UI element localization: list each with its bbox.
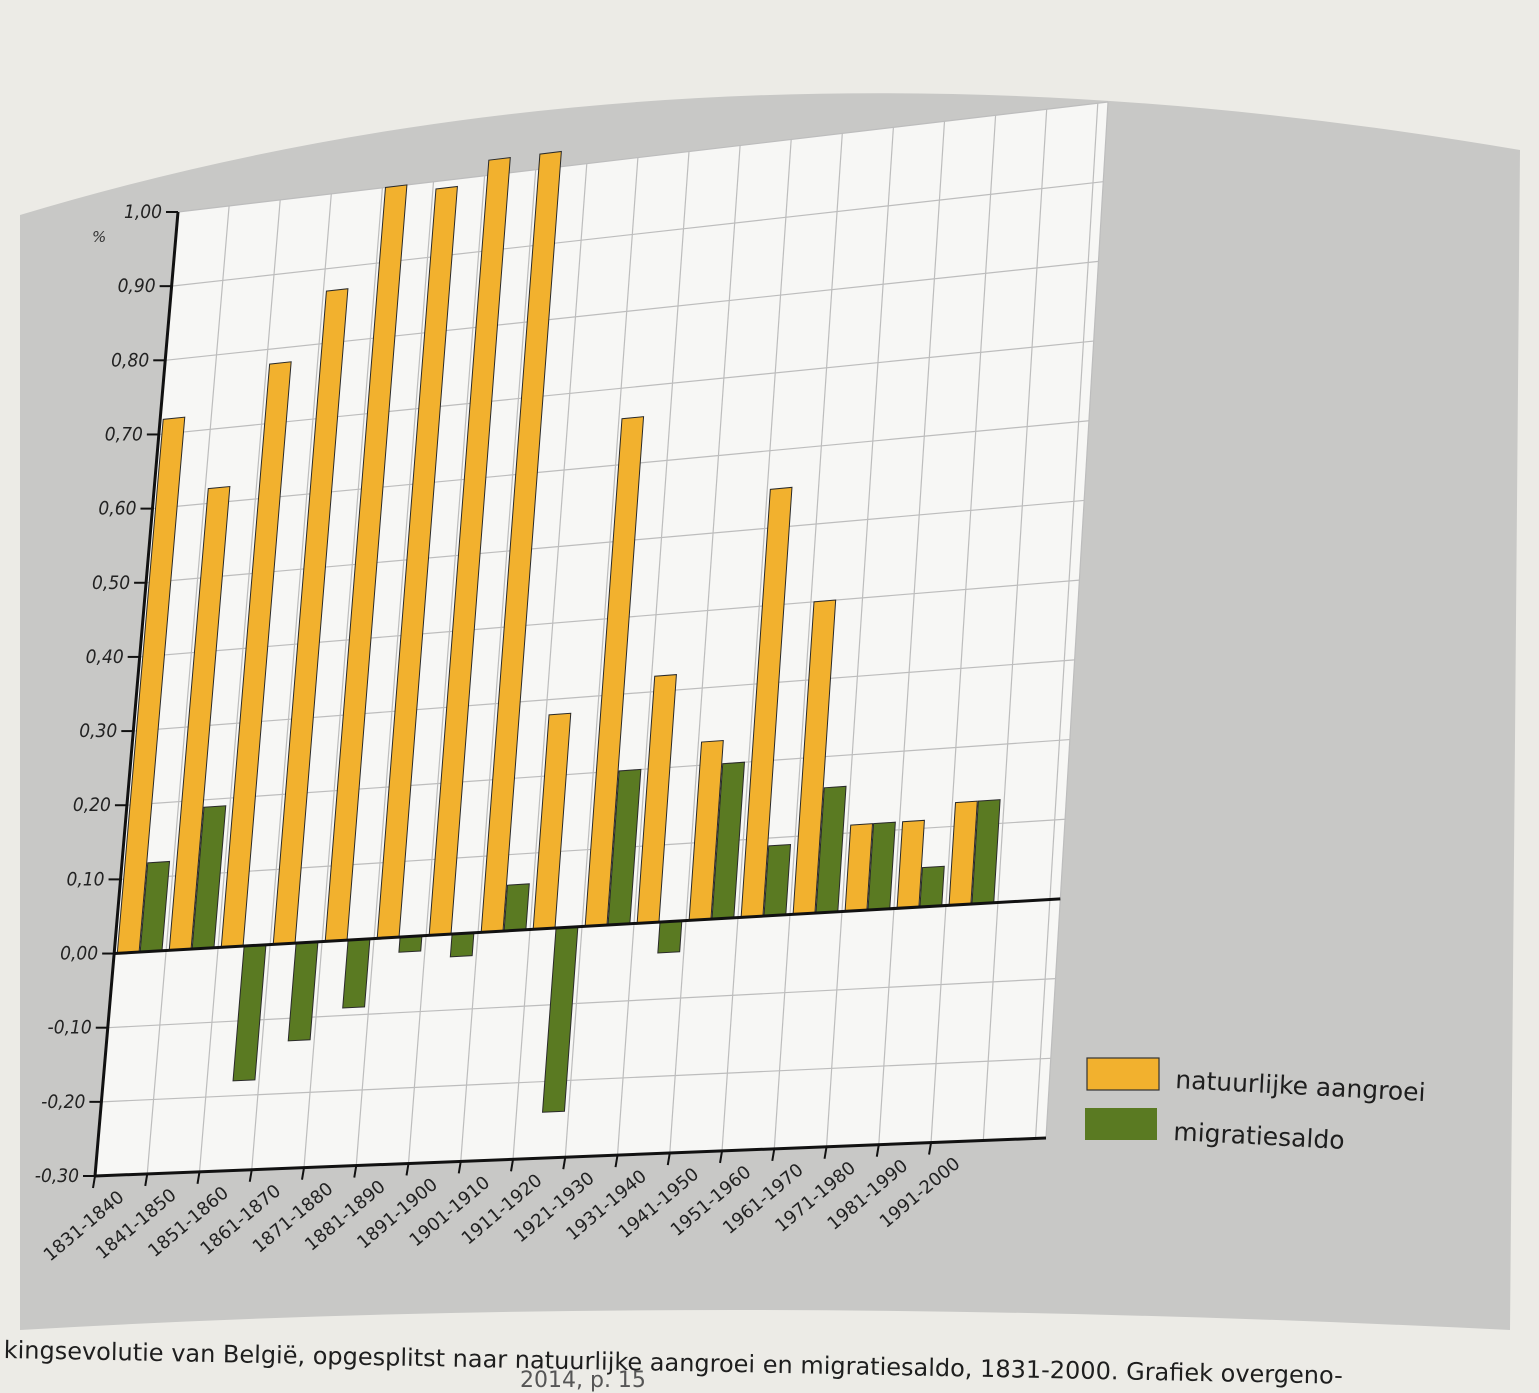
x-tick bbox=[353, 1165, 358, 1178]
h-gridline bbox=[101, 1057, 1051, 1103]
h-gridline bbox=[165, 260, 1099, 361]
v-gridline bbox=[407, 175, 486, 1164]
h-gridline bbox=[177, 101, 1109, 213]
y-tick-label: 0,50 bbox=[92, 572, 130, 594]
v-gridline bbox=[198, 199, 281, 1172]
v-gridline bbox=[303, 187, 383, 1168]
x-tick bbox=[771, 1148, 776, 1162]
x-tick bbox=[144, 1173, 149, 1187]
y-tick-label: -0,30 bbox=[35, 1165, 79, 1187]
v-gridline bbox=[146, 205, 230, 1174]
legend-swatch-migratiesaldo bbox=[1085, 1108, 1157, 1140]
h-gridline bbox=[107, 978, 1056, 1029]
y-tick-label: -0,20 bbox=[41, 1091, 85, 1113]
x-tick bbox=[405, 1163, 410, 1176]
v-gridline bbox=[669, 145, 741, 1154]
x-tick bbox=[719, 1150, 724, 1164]
v-gridline bbox=[355, 181, 435, 1166]
x-tick bbox=[510, 1159, 515, 1172]
x-tick bbox=[248, 1169, 253, 1182]
v-gridline bbox=[721, 139, 792, 1151]
x-tick bbox=[562, 1157, 567, 1170]
v-gridline bbox=[930, 115, 997, 1143]
axes bbox=[93, 211, 1061, 1178]
y-tick-label: 0,90 bbox=[118, 275, 156, 297]
v-gridline bbox=[1034, 103, 1099, 1139]
bar-migratiesaldo-1951-1960 bbox=[763, 843, 792, 917]
v-gridline bbox=[251, 193, 332, 1170]
v-gridline bbox=[982, 109, 1048, 1141]
v-gridline bbox=[825, 127, 894, 1147]
y-unit-label: % bbox=[92, 228, 106, 246]
v-gridline bbox=[1045, 101, 1109, 1139]
v-gridline bbox=[616, 151, 690, 1156]
figure-caption-line2: 2014, p. 15 bbox=[520, 1368, 646, 1393]
bars-group bbox=[116, 150, 1001, 1113]
h-gridline bbox=[158, 340, 1094, 436]
y-tick-label: 0,70 bbox=[105, 423, 143, 445]
y-tick-label: 0,30 bbox=[79, 720, 117, 742]
y-axis bbox=[93, 211, 180, 1177]
v-gridline bbox=[512, 163, 588, 1160]
x-tick bbox=[666, 1152, 671, 1166]
bar-migratiesaldo-1931-1940 bbox=[657, 920, 683, 954]
bar-migratiesaldo-1891-1900 bbox=[449, 932, 475, 958]
y-tick-label: -0,10 bbox=[48, 1017, 92, 1039]
x-tick bbox=[196, 1171, 201, 1184]
x-tick bbox=[823, 1146, 828, 1159]
x-tick bbox=[614, 1154, 619, 1168]
v-gridline bbox=[460, 169, 537, 1162]
y-tick-label: 0,10 bbox=[66, 868, 104, 890]
x-tick bbox=[92, 1175, 96, 1189]
bar-migratiesaldo-1981-1990 bbox=[919, 865, 945, 908]
x-axis bbox=[94, 1136, 1047, 1178]
y-tick-label: 1,00 bbox=[124, 201, 162, 223]
legend: natuurlijke aangroei migratiesaldo bbox=[1085, 1057, 1426, 1155]
v-gridline bbox=[878, 121, 946, 1145]
y-tick-label: 0,20 bbox=[73, 794, 111, 816]
bar-migratiesaldo-1901-1910 bbox=[503, 883, 530, 932]
y-tick-label: 0,00 bbox=[60, 943, 98, 965]
v-gridline bbox=[564, 157, 639, 1158]
x-tick bbox=[875, 1144, 880, 1157]
v-gridline bbox=[773, 133, 843, 1149]
y-tick-label: 0,60 bbox=[98, 498, 136, 520]
h-gridline bbox=[171, 181, 1104, 287]
y-tick-label: 0,40 bbox=[86, 646, 124, 668]
y-tick-labels: 1,00 0,90 0,80 0,70 0,60 0,50 0,40 0,30 0,20 0,10… bbox=[35, 201, 178, 1187]
x-tick bbox=[457, 1161, 462, 1174]
x-tick bbox=[928, 1142, 933, 1155]
x-tick bbox=[301, 1167, 305, 1180]
legend-swatch-natuurlijke-aangroei bbox=[1086, 1057, 1160, 1091]
y-tick-label: 0,80 bbox=[111, 349, 149, 371]
zero-line bbox=[114, 897, 1061, 956]
